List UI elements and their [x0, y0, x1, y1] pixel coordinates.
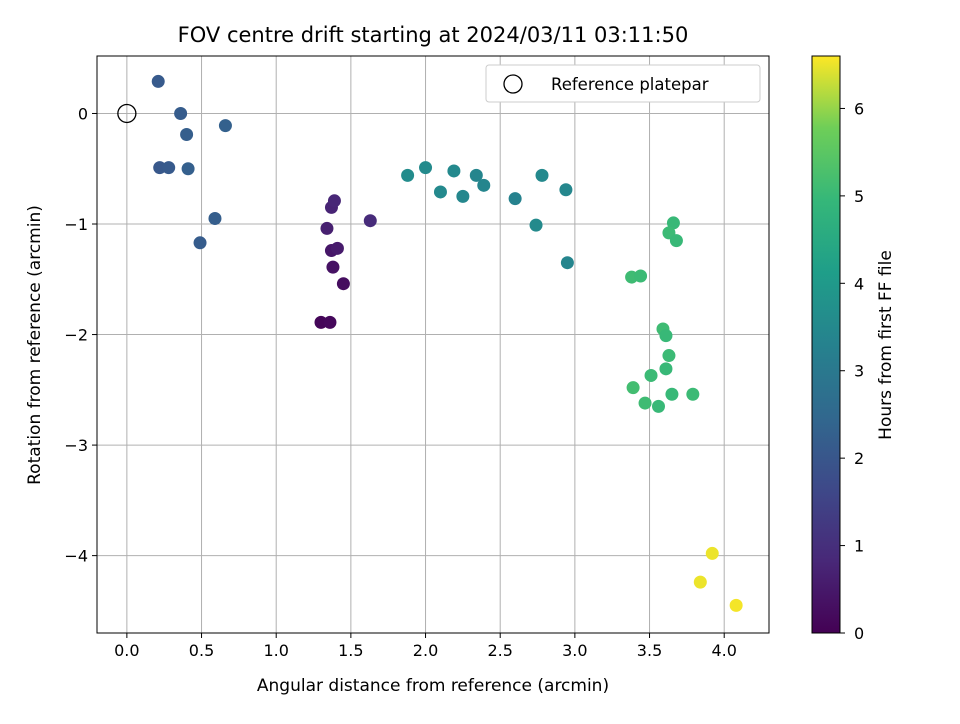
y-tick-label: −3: [64, 436, 88, 455]
data-point: [327, 194, 341, 208]
x-axis-label: Angular distance from reference (arcmin): [257, 676, 609, 696]
data-point: [326, 260, 340, 274]
legend-box: [485, 64, 761, 103]
data-point: [705, 546, 719, 560]
y-axis: 0 −1 −2 −3 −4: [64, 104, 97, 566]
data-point: [162, 161, 176, 175]
x-tick-label: 2.5: [487, 641, 512, 660]
colorbar-tick-label: 1: [854, 537, 864, 556]
data-point: [659, 329, 673, 343]
data-point: [508, 192, 522, 206]
data-point: [626, 381, 640, 395]
grid: [97, 56, 769, 633]
colorbar-tick-label: 3: [854, 362, 864, 381]
data-point: [659, 362, 673, 376]
colorbar-tick-label: 4: [854, 274, 864, 293]
colorbar-label: Hours from first FF file: [876, 250, 896, 440]
data-point: [469, 168, 483, 182]
data-point: [686, 387, 700, 401]
chart-title: FOV centre drift starting at 2024/03/11 …: [178, 23, 689, 47]
data-point: [535, 168, 549, 182]
x-tick-label: 2.0: [413, 641, 438, 660]
data-point: [401, 168, 415, 182]
data-point: [314, 315, 328, 329]
data-point: [634, 269, 648, 283]
data-point: [560, 256, 574, 270]
colorbar-tick-label: 2: [854, 449, 864, 468]
data-point: [693, 575, 707, 589]
colorbar-tick-label: 6: [854, 99, 864, 118]
colorbar-tick-label: 0: [854, 624, 864, 643]
data-point: [174, 106, 188, 120]
data-point: [666, 216, 680, 230]
data-point: [218, 119, 232, 133]
data-point: [638, 396, 652, 410]
data-point: [419, 161, 433, 175]
x-tick-label: 4.0: [711, 641, 736, 660]
x-tick-label: 3.5: [637, 641, 662, 660]
data-point: [208, 211, 222, 225]
legend-marker-icon: [503, 74, 523, 94]
data-point: [323, 315, 337, 329]
x-tick-label: 0.5: [189, 641, 214, 660]
data-point: [651, 399, 665, 413]
x-tick-label: 1.0: [263, 641, 288, 660]
colorbar-tick-label: 5: [854, 187, 864, 206]
plot-area-frame: [96, 55, 770, 634]
y-tick-label: −4: [64, 547, 88, 566]
data-point: [529, 218, 543, 232]
x-tick-label: 0.0: [114, 641, 139, 660]
data-point: [644, 368, 658, 382]
data-point: [662, 349, 676, 363]
legend: Reference platepar: [485, 64, 761, 103]
data-point: [193, 236, 207, 250]
x-axis: 0.0 0.5 1.0 1.5 2.0 2.5 3.0 3.5 4.0: [114, 633, 737, 660]
data-point: [559, 183, 573, 197]
data-point: [320, 221, 334, 235]
data-point: [151, 74, 165, 88]
data-point: [477, 178, 491, 192]
legend-label: Reference platepar: [551, 75, 709, 94]
y-axis-label: Rotation from reference (arcmin): [25, 205, 45, 485]
scatter-series: [151, 74, 743, 612]
data-point: [363, 214, 377, 228]
colorbar-ticks: 0 1 2 3 4 5 6: [840, 99, 864, 643]
data-point: [456, 189, 470, 203]
data-point: [447, 164, 461, 178]
data-point: [330, 241, 344, 255]
x-tick-label: 1.5: [338, 641, 363, 660]
y-tick-label: −2: [64, 326, 88, 345]
reference-platepar-marker: [117, 103, 137, 124]
colorbar-gradient: [811, 55, 841, 634]
x-tick-label: 3.0: [562, 641, 587, 660]
data-point: [180, 127, 194, 141]
data-point: [729, 598, 743, 612]
y-tick-label: −1: [64, 215, 88, 234]
data-point: [669, 234, 683, 248]
data-point: [665, 387, 679, 401]
data-point: [433, 185, 447, 199]
data-point: [336, 277, 350, 291]
y-tick-label: 0: [78, 104, 88, 123]
data-point: [181, 162, 195, 176]
colorbar: 0 1 2 3 4 5 6 Hours from first FF file: [811, 55, 896, 643]
data-point: [153, 161, 167, 175]
